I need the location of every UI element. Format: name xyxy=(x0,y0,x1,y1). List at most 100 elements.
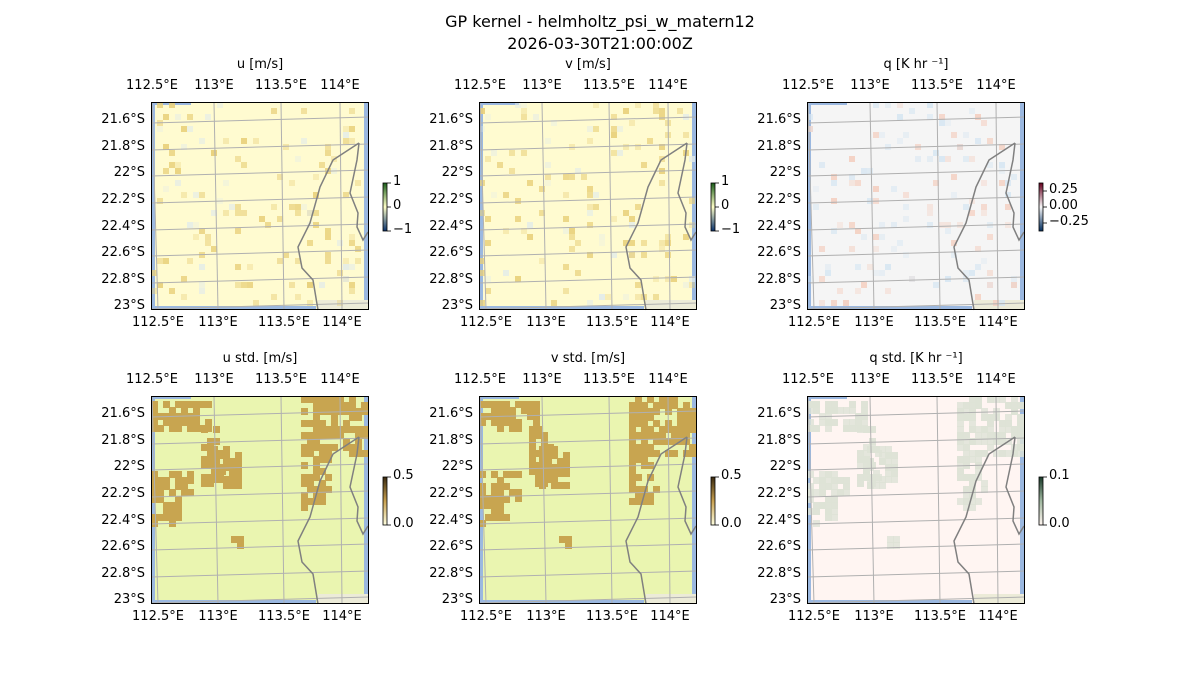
data-cell xyxy=(193,401,200,408)
data-cell xyxy=(497,483,504,490)
lat-tick-label: 22.4°S xyxy=(429,513,473,528)
lon-tick-label-top: 112.5°E xyxy=(126,372,178,387)
data-cell xyxy=(689,276,695,282)
data-cell xyxy=(987,282,993,288)
data-cell xyxy=(527,407,534,414)
lat-tick-label: 22.2°S xyxy=(429,486,473,501)
data-cell xyxy=(873,234,879,240)
data-cell xyxy=(963,456,970,463)
data-cell xyxy=(187,489,194,496)
data-cell xyxy=(539,452,546,459)
data-cell xyxy=(193,413,200,420)
data-cell xyxy=(521,102,527,108)
data-cell xyxy=(933,282,939,288)
data-cell xyxy=(181,276,187,282)
data-cell xyxy=(175,168,181,174)
data-cell xyxy=(307,474,314,481)
data-cell xyxy=(151,407,158,414)
data-cell xyxy=(1011,174,1017,180)
data-cell xyxy=(999,420,1006,427)
parallel-gridline xyxy=(478,517,698,525)
data-cell xyxy=(187,126,193,132)
lon-tick-label-bottom: 113.5°E xyxy=(258,315,310,330)
data-cell xyxy=(361,450,368,457)
data-cell xyxy=(623,240,629,246)
data-cell xyxy=(683,420,690,427)
lon-tick-label-top: 112.5°E xyxy=(454,372,506,387)
data-cell xyxy=(157,126,163,132)
data-cell xyxy=(653,450,660,457)
lat-tick-label: 22.8°S xyxy=(101,566,145,581)
data-cell xyxy=(521,108,527,114)
data-cell xyxy=(587,138,593,144)
lat-tick-label: 23°S xyxy=(441,592,473,607)
data-cell xyxy=(503,401,510,408)
data-cell xyxy=(319,492,326,499)
axes-frame xyxy=(479,396,697,604)
data-cell xyxy=(933,150,939,156)
data-cell xyxy=(307,486,314,493)
data-cell xyxy=(301,108,307,114)
data-cell xyxy=(831,471,838,478)
parallel-gridline xyxy=(806,169,1026,177)
data-cell xyxy=(199,264,205,270)
parallel-gridline xyxy=(806,543,1026,551)
data-cell xyxy=(951,192,957,198)
data-cell xyxy=(957,426,964,433)
map-panel-5 xyxy=(478,395,719,605)
data-cell xyxy=(867,464,874,471)
data-cell xyxy=(975,450,982,457)
data-cell xyxy=(629,240,635,246)
data-cell xyxy=(355,450,362,457)
data-cell xyxy=(659,114,665,120)
data-cell xyxy=(831,489,838,496)
data-cell xyxy=(169,489,176,496)
lon-tick-label-bottom: 114°E xyxy=(978,315,1018,330)
data-cell xyxy=(319,450,326,457)
parallel-gridline xyxy=(150,302,370,310)
ocean-north xyxy=(151,396,191,399)
data-cell xyxy=(623,210,629,216)
meridian-gridline xyxy=(151,101,159,311)
data-cell xyxy=(927,210,933,216)
data-cell xyxy=(635,204,641,210)
data-cell xyxy=(867,446,874,453)
data-cell xyxy=(813,407,820,414)
data-cell xyxy=(169,508,176,515)
data-cell xyxy=(879,482,886,489)
map-background xyxy=(479,102,697,310)
data-cell xyxy=(981,480,988,487)
lat-tick-label: 22.4°S xyxy=(429,219,473,234)
data-cell xyxy=(181,477,188,484)
data-cell xyxy=(891,246,897,252)
data-cell xyxy=(957,420,964,427)
data-cell xyxy=(969,108,975,114)
data-cell xyxy=(491,150,497,156)
data-cell xyxy=(963,432,970,439)
data-cell xyxy=(545,464,552,471)
data-cell xyxy=(545,452,552,459)
data-cell xyxy=(599,294,605,300)
data-cell xyxy=(587,192,593,198)
lon-tick-label-bottom: 113°E xyxy=(526,609,566,624)
data-cell xyxy=(981,408,988,415)
coastline xyxy=(297,436,360,605)
data-cell xyxy=(229,204,235,210)
data-cell xyxy=(641,456,648,463)
data-cell xyxy=(969,498,976,505)
data-cell xyxy=(969,270,975,276)
data-cell xyxy=(301,492,308,499)
lon-tick-label-bottom: 114°E xyxy=(650,609,690,624)
data-cell xyxy=(331,432,338,439)
data-cell xyxy=(491,514,498,521)
colorbar-tick-label: −1 xyxy=(393,222,413,237)
data-cell xyxy=(163,483,170,490)
data-cell xyxy=(987,162,993,168)
data-cell xyxy=(831,508,838,515)
data-cell xyxy=(301,480,308,487)
data-cell xyxy=(169,102,175,108)
lat-tick-label: 23°S xyxy=(769,592,801,607)
meridian-gridline xyxy=(936,395,941,605)
data-cell xyxy=(187,471,194,478)
data-cell xyxy=(313,420,320,427)
